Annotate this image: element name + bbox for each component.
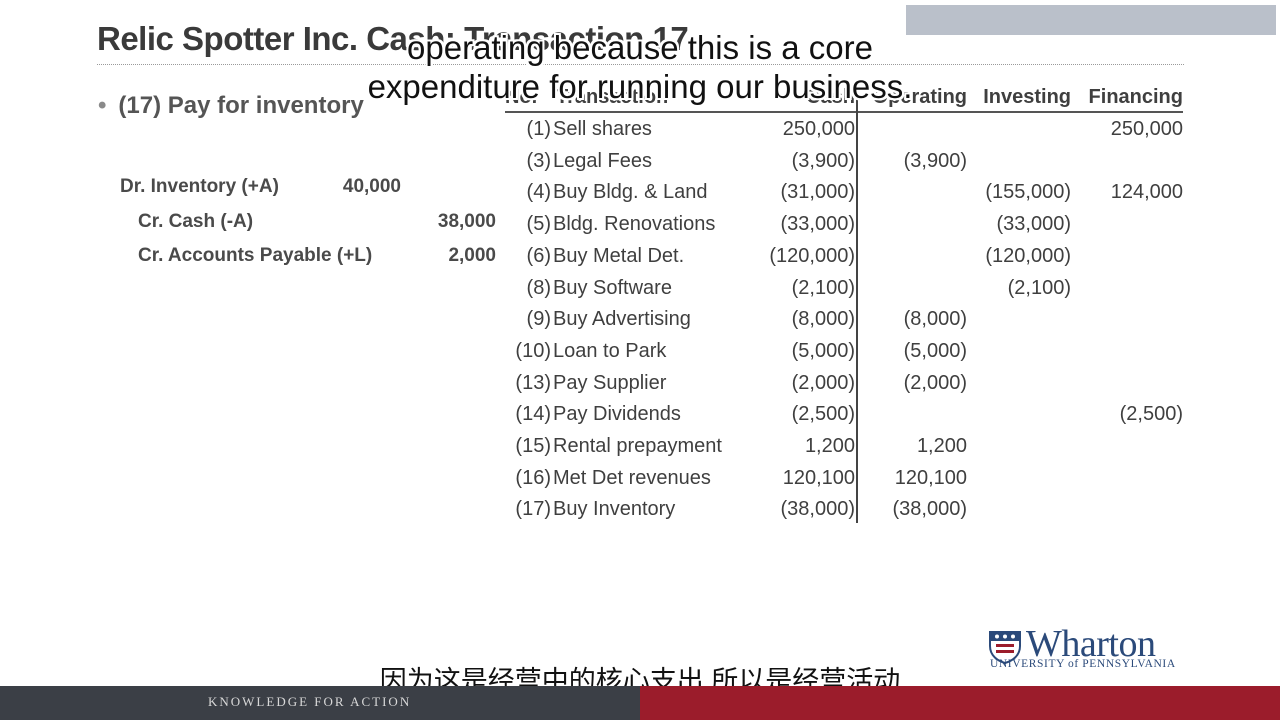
header-financing: Financing xyxy=(1088,86,1183,108)
row-cash: (120,000) xyxy=(769,244,855,267)
bullet-point: • (17) Pay for inventory xyxy=(98,92,364,120)
row-transaction: Sell shares xyxy=(553,118,652,140)
journal-credit-cash-label: Cr. Cash (-A) xyxy=(138,211,254,232)
row-transaction: Pay Dividends xyxy=(553,403,681,426)
table-row: (6) Buy Metal Det. (120,000) (120,000) xyxy=(0,245,1280,273)
journal-debit-amount: 40,000 xyxy=(342,176,401,197)
row-transaction: Buy Inventory xyxy=(553,498,676,521)
row-number: (13) xyxy=(515,371,551,394)
row-investing: (33,000) xyxy=(996,213,1072,236)
row-cash: (5,000) xyxy=(791,339,855,362)
row-transaction: Buy Advertising xyxy=(553,308,691,331)
wharton-shield-icon xyxy=(989,631,1021,664)
row-operating: (5,000) xyxy=(903,339,967,362)
table-row: (17) Buy Inventory (38,000) (38,000) xyxy=(0,498,1280,526)
table-row: (14) Pay Dividends (2,500) (2,500) xyxy=(0,403,1280,431)
row-investing: (155,000) xyxy=(985,181,1071,204)
row-operating: (2,000) xyxy=(903,371,967,394)
table-row: (3) Legal Fees (3,900) (3,900) xyxy=(0,150,1280,178)
table-row: (4) Buy Bldg. & Land (31,000) (155,000) 124,… xyxy=(0,181,1280,209)
row-number: (3) xyxy=(526,149,551,172)
row-operating: 1,200 xyxy=(916,435,967,457)
row-transaction: Legal Fees xyxy=(553,149,652,172)
table-row: (8) Buy Software (2,100) (2,100) xyxy=(0,277,1280,305)
table-row: (10) Loan to Park (5,000) (5,000) xyxy=(0,340,1280,368)
journal-credit-cash-amount: 38,000 xyxy=(437,211,496,232)
table-row: (1) Sell shares 250,000 250,000 xyxy=(0,118,1280,146)
logo-university: UNIVERSITY of PENNSYLVANIA xyxy=(990,658,1176,670)
row-number: (8) xyxy=(526,276,551,299)
row-cash: (33,000) xyxy=(780,213,856,236)
row-cash: (3,900) xyxy=(791,149,855,172)
journal-credit-ap-label: Cr. Accounts Payable (+L) xyxy=(138,245,373,266)
row-number: (4) xyxy=(526,181,551,204)
subtitle-english-line2: expenditure for running our business. xyxy=(367,68,913,105)
row-number: (5) xyxy=(526,213,551,236)
row-cash: (31,000) xyxy=(780,181,856,204)
row-transaction: Met Det revenues xyxy=(553,466,711,489)
row-operating: (8,000) xyxy=(903,308,967,331)
row-operating: (3,900) xyxy=(903,149,967,172)
row-investing: (120,000) xyxy=(985,244,1071,267)
row-transaction: Loan to Park xyxy=(553,339,667,362)
bullet-text: (17) Pay for inventory xyxy=(118,92,364,119)
logo-wordmark: Wharton xyxy=(1026,623,1156,665)
row-transaction: Rental prepayment xyxy=(553,435,722,457)
row-number: (17) xyxy=(515,498,551,521)
row-number: (10) xyxy=(515,339,551,362)
header-investing: Investing xyxy=(983,86,1071,108)
row-transaction: Buy Metal Det. xyxy=(553,244,685,267)
header-no: No. xyxy=(505,86,538,108)
row-transaction: Pay Supplier xyxy=(553,371,667,394)
header-transaction: Transaction xyxy=(556,86,669,108)
table-row: (13) Pay Supplier (2,000) (2,000) xyxy=(0,372,1280,400)
cash-column-divider xyxy=(856,80,858,523)
row-number: (15) xyxy=(515,435,551,457)
table-row: (9) Buy Advertising (8,000) (8,000) xyxy=(0,308,1280,336)
row-cash: 1,200 xyxy=(804,435,855,457)
row-transaction: Bldg. Renovations xyxy=(553,213,716,236)
header-operating: Operating xyxy=(872,86,967,108)
slide-title: Relic Spotter Inc. Cash: Transaction 17 xyxy=(97,20,689,57)
row-cash: 250,000 xyxy=(782,118,855,140)
journal-debit-label: Dr. Inventory (+A) xyxy=(120,176,279,197)
wharton-logo: Wharton UNIVERSITY of PENNSYLVANIA xyxy=(988,623,1193,672)
header-cash: Cash xyxy=(806,86,855,108)
row-cash: (2,500) xyxy=(791,403,855,426)
row-cash: (2,100) xyxy=(791,276,855,299)
row-investing: (2,100) xyxy=(1007,276,1071,299)
subtitle-english-line1: operating because this is a core xyxy=(407,29,873,66)
row-transaction: Buy Software xyxy=(553,276,672,299)
footer-bar-dark xyxy=(0,686,640,720)
table-row: (5) Bldg. Renovations (33,000) (33,000) xyxy=(0,213,1280,241)
row-cash: 120,100 xyxy=(782,466,855,489)
table-row: (16) Met Det revenues 120,100 120,100 xyxy=(0,467,1280,495)
footer-tagline: KNOWLEDGE FOR ACTION xyxy=(208,694,412,709)
row-financing: 124,000 xyxy=(1110,181,1183,204)
row-number: (9) xyxy=(526,308,551,331)
journal-credit-ap-amount: 2,000 xyxy=(448,245,496,266)
row-number: (1) xyxy=(526,118,551,140)
row-transaction: Buy Bldg. & Land xyxy=(553,181,708,204)
row-number: (16) xyxy=(515,466,551,489)
watermark-overlay xyxy=(906,5,1276,35)
table-row: (15) Rental prepayment 1,200 1,200 xyxy=(0,435,1280,463)
title-divider xyxy=(97,64,1184,65)
footer-bar-red xyxy=(640,686,1280,720)
row-cash: (2,000) xyxy=(791,371,855,394)
row-number: (6) xyxy=(526,244,551,267)
row-operating: (38,000) xyxy=(892,498,968,521)
row-financing: (2,500) xyxy=(1119,403,1183,426)
row-number: (14) xyxy=(515,403,551,426)
row-operating: 120,100 xyxy=(894,466,967,489)
row-cash: (38,000) xyxy=(780,498,856,521)
bullet-dot-icon: • xyxy=(98,92,107,119)
row-cash: (8,000) xyxy=(791,308,855,331)
header-underline xyxy=(505,111,1183,113)
row-financing: 250,000 xyxy=(1110,118,1183,140)
